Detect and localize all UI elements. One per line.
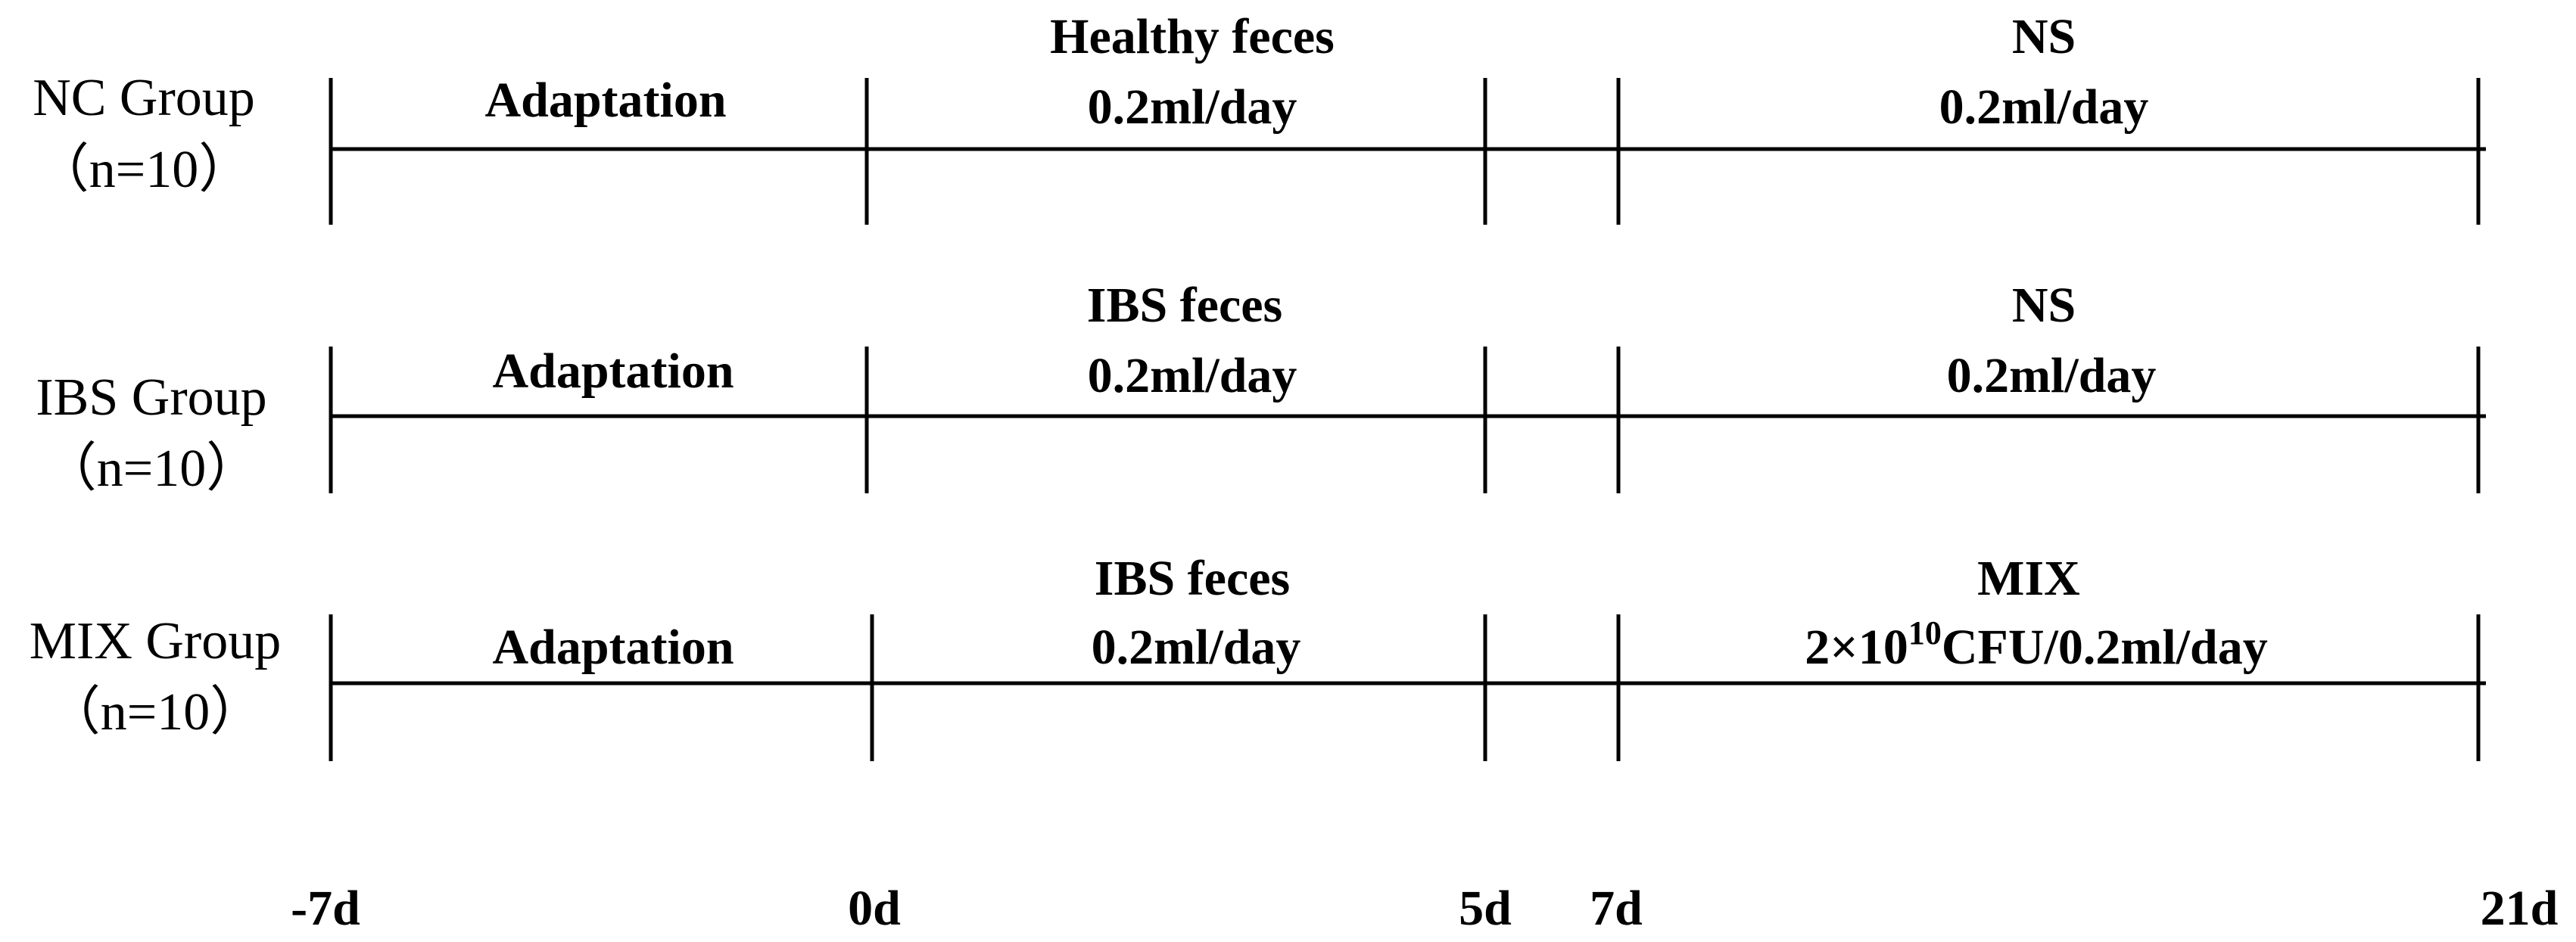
ibs-phase-adaptation: Adaptation xyxy=(492,344,734,399)
mix-group-row: MIX Group （n=10） Adaptation IBS feces 0.… xyxy=(30,551,2486,761)
nc-phase-treatment-title: NS xyxy=(2012,9,2076,64)
mix-dose-unit: CFU/0.2ml/day xyxy=(1942,620,2268,675)
mix-group-label: MIX Group xyxy=(30,612,281,670)
nc-phase-adaptation: Adaptation xyxy=(484,73,726,128)
timepoint-7d: 7d xyxy=(1590,881,1643,936)
nc-group-label: NC Group xyxy=(33,69,255,127)
nc-phase-feces-title: Healthy feces xyxy=(1050,9,1335,64)
timepoint-0d: 0d xyxy=(848,881,901,936)
mix-dose-base: 2×10 xyxy=(1805,620,1908,675)
ibs-group-count: （n=10） xyxy=(44,440,259,498)
ibs-group-row: IBS Group （n=10） Adaptation IBS feces 0.… xyxy=(36,278,2486,498)
ibs-phase-feces-dose: 0.2ml/day xyxy=(1088,348,1297,403)
timepoint-21d: 21d xyxy=(2481,881,2559,936)
timepoint-labels: -7d 0d 5d 7d 21d xyxy=(291,881,2558,936)
timepoint-5d: 5d xyxy=(1459,881,1512,936)
mix-phase-feces-dose: 0.2ml/day xyxy=(1092,620,1301,675)
ibs-phase-feces-title: IBS feces xyxy=(1087,278,1282,333)
timepoint-minus7d: -7d xyxy=(291,881,360,936)
mix-phase-treatment-title: MIX xyxy=(1977,551,2080,606)
mix-dose-exponent: 10 xyxy=(1908,614,1942,651)
nc-group-row: NC Group （n=10） Adaptation Healthy feces… xyxy=(33,9,2486,225)
mix-phase-feces-title: IBS feces xyxy=(1095,551,1290,606)
mix-phase-adaptation: Adaptation xyxy=(492,620,734,675)
mix-phase-treatment-dose: 2×1010CFU/0.2ml/day xyxy=(1805,614,2267,675)
ibs-group-label: IBS Group xyxy=(36,368,266,427)
mix-group-count: （n=10） xyxy=(48,683,263,741)
nc-phase-feces-dose: 0.2ml/day xyxy=(1088,79,1297,135)
nc-phase-treatment-dose: 0.2ml/day xyxy=(1939,79,2149,135)
ibs-phase-treatment-dose: 0.2ml/day xyxy=(1947,348,2157,403)
ibs-phase-treatment-title: NS xyxy=(2012,278,2076,333)
nc-group-count: （n=10） xyxy=(36,141,251,199)
